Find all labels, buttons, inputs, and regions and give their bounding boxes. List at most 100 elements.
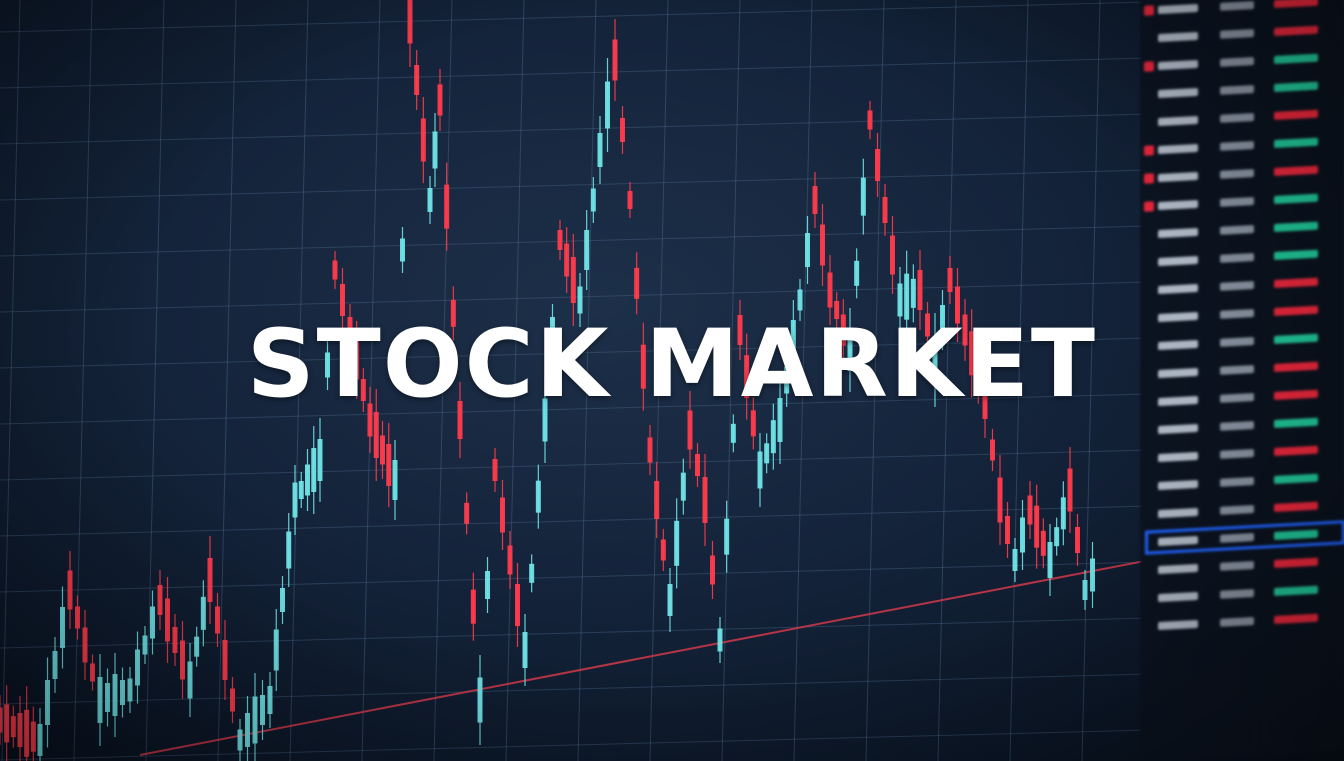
candle-body (737, 315, 743, 345)
candle-body (1005, 516, 1010, 544)
ticker-change-blur (1274, 277, 1318, 288)
ticker-row (1144, 50, 1340, 74)
grid-line-horizontal (0, 617, 1151, 649)
ticker-value-blur (1220, 57, 1254, 67)
candle-body (222, 640, 228, 680)
candle-body (450, 299, 456, 327)
candle-body (157, 585, 163, 615)
headline-title: STOCK MARKET (246, 310, 1098, 419)
ticker-row (1150, 218, 1340, 242)
candle-body (332, 260, 338, 280)
candle-body (280, 588, 285, 612)
candle-body (584, 230, 590, 270)
ticker-symbol-blur (1158, 3, 1198, 15)
candle-body (420, 118, 426, 162)
candle-body (507, 545, 513, 575)
candle-body (695, 454, 700, 476)
candle-body (340, 284, 345, 316)
candle-body (550, 317, 555, 343)
candle-body (1027, 495, 1033, 525)
candle-body (1047, 542, 1053, 578)
ticker-change-blur (1274, 221, 1318, 232)
grid-line-horizontal (0, 393, 1151, 425)
candle-body (867, 110, 873, 130)
candle-body (744, 355, 750, 399)
ticker-change-blur (1274, 0, 1318, 8)
ticker-change-blur (1274, 305, 1318, 316)
candle-body (215, 606, 220, 634)
grid-line-vertical (1009, 0, 1029, 761)
candle-body (1020, 517, 1025, 553)
grid-line-horizontal (0, 113, 1151, 145)
alert-marker-icon (1144, 145, 1154, 156)
ticker-row (1150, 498, 1340, 522)
grid-line-vertical (649, 0, 669, 761)
candle-body (172, 627, 178, 653)
candle-body (674, 520, 680, 566)
ticker-value-blur (1220, 589, 1254, 599)
candle-body (273, 629, 279, 671)
ticker-change-blur (1274, 81, 1318, 92)
candle-body (827, 272, 833, 308)
candle-body (17, 713, 23, 747)
candle-body (386, 444, 392, 486)
candle-body (717, 628, 723, 652)
candle-body (757, 451, 763, 489)
grid-line-vertical (145, 0, 165, 761)
candle-body (10, 716, 16, 738)
ticker-symbol-blur (1158, 423, 1198, 435)
candle-body (890, 235, 895, 275)
candle-body (245, 713, 250, 747)
ticker-row (1150, 554, 1340, 578)
candle-body (354, 340, 360, 380)
ticker-row (1150, 246, 1340, 270)
ticker-value-blur (1220, 421, 1254, 431)
candle-body (24, 709, 30, 757)
candle-body (392, 460, 398, 500)
ticker-row (1150, 442, 1340, 466)
candle-body (60, 607, 65, 648)
ticker-value-blur (1220, 449, 1254, 459)
ticker-change-blur (1274, 249, 1318, 260)
candle-body (820, 224, 825, 266)
candle-body (590, 188, 596, 212)
grid-line-vertical (865, 0, 885, 761)
candle-body (1082, 580, 1088, 600)
ticker-symbol-blur (1158, 479, 1198, 491)
candle-body (444, 184, 450, 229)
ticker-value-blur (1220, 505, 1254, 515)
ticker-row (1150, 22, 1340, 46)
candle-body (875, 149, 880, 181)
alert-marker-icon (1144, 5, 1154, 16)
candle-body (932, 336, 938, 384)
candle-body (252, 696, 258, 744)
candle-body (207, 558, 213, 602)
grid-line-horizontal (0, 561, 1151, 593)
candle-body (373, 412, 379, 458)
grid-line-horizontal (0, 673, 1151, 705)
grid-line-vertical (505, 0, 525, 761)
candle-body (464, 502, 470, 524)
candle-body (777, 398, 783, 442)
ticker-row (1150, 106, 1340, 130)
candle-body (200, 596, 206, 630)
candle-body (400, 238, 405, 262)
candle-body (1060, 497, 1066, 530)
candle-body (427, 188, 433, 212)
candle-body (812, 186, 818, 214)
candle-body (457, 401, 463, 439)
ticker-value-blur (1220, 85, 1254, 95)
candle-body (305, 464, 310, 496)
ticker-symbol-blur (1158, 283, 1198, 295)
grid-line-vertical (217, 0, 237, 761)
ticker-value-blur (1220, 169, 1254, 179)
candle-body (0, 707, 3, 733)
grid-line-vertical (793, 0, 813, 761)
candle-body (955, 286, 960, 324)
candle-body (105, 683, 110, 712)
candle-body (620, 118, 625, 142)
candle-body (67, 570, 73, 610)
candle-body (962, 314, 968, 346)
grid-line-horizontal (0, 57, 1151, 89)
